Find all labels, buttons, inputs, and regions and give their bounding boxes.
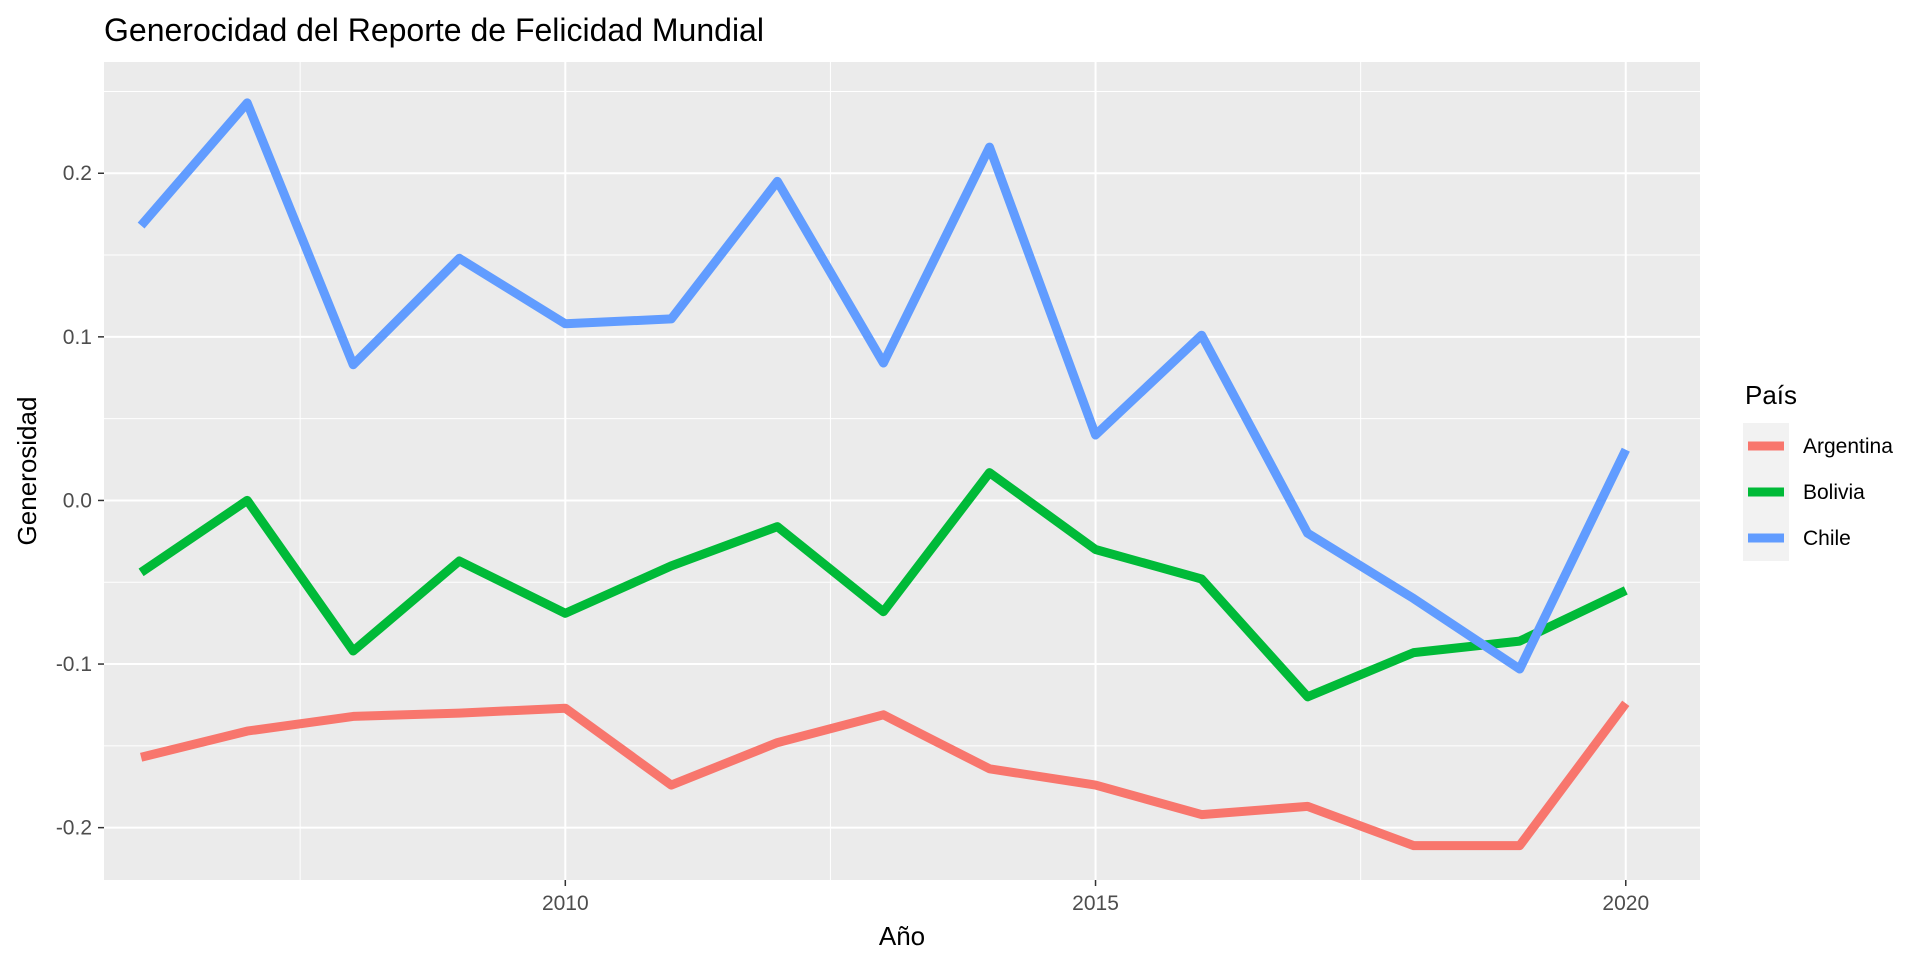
y-tick-label: 0.0 bbox=[63, 489, 92, 512]
x-tick-label: 2020 bbox=[1602, 892, 1649, 915]
y-tick-label: -0.2 bbox=[56, 817, 92, 840]
series-lines bbox=[137, 98, 1630, 851]
legend-label-bolivia: Bolivia bbox=[1803, 481, 1865, 504]
legend-label-chile: Chile bbox=[1803, 527, 1851, 550]
y-tick-label: 0.1 bbox=[63, 326, 92, 349]
y-axis: -0.2 -0.1 0.0 0.1 0.2 bbox=[56, 162, 104, 840]
legend-title: País bbox=[1745, 380, 1797, 410]
grid-major bbox=[104, 62, 1700, 880]
series-line-chile bbox=[137, 98, 1630, 674]
x-tick-label: 2010 bbox=[542, 892, 589, 915]
chart-title: Generocidad del Reporte de Felicidad Mun… bbox=[104, 12, 764, 48]
y-tick-label: 0.2 bbox=[63, 162, 92, 185]
plot-panel bbox=[104, 62, 1700, 880]
x-axis: 2010 2015 2020 bbox=[542, 880, 1649, 915]
x-axis-title: Año bbox=[879, 921, 925, 951]
legend-label-argentina: Argentina bbox=[1803, 435, 1893, 458]
series-line-bolivia bbox=[138, 468, 1628, 702]
legend: País Argentina Bolivia Chile bbox=[1743, 380, 1893, 561]
x-tick-label: 2015 bbox=[1072, 892, 1119, 915]
y-tick-label: -0.1 bbox=[56, 653, 92, 676]
series-line-argentina bbox=[140, 700, 1630, 851]
y-axis-title: Generosidad bbox=[12, 397, 42, 546]
